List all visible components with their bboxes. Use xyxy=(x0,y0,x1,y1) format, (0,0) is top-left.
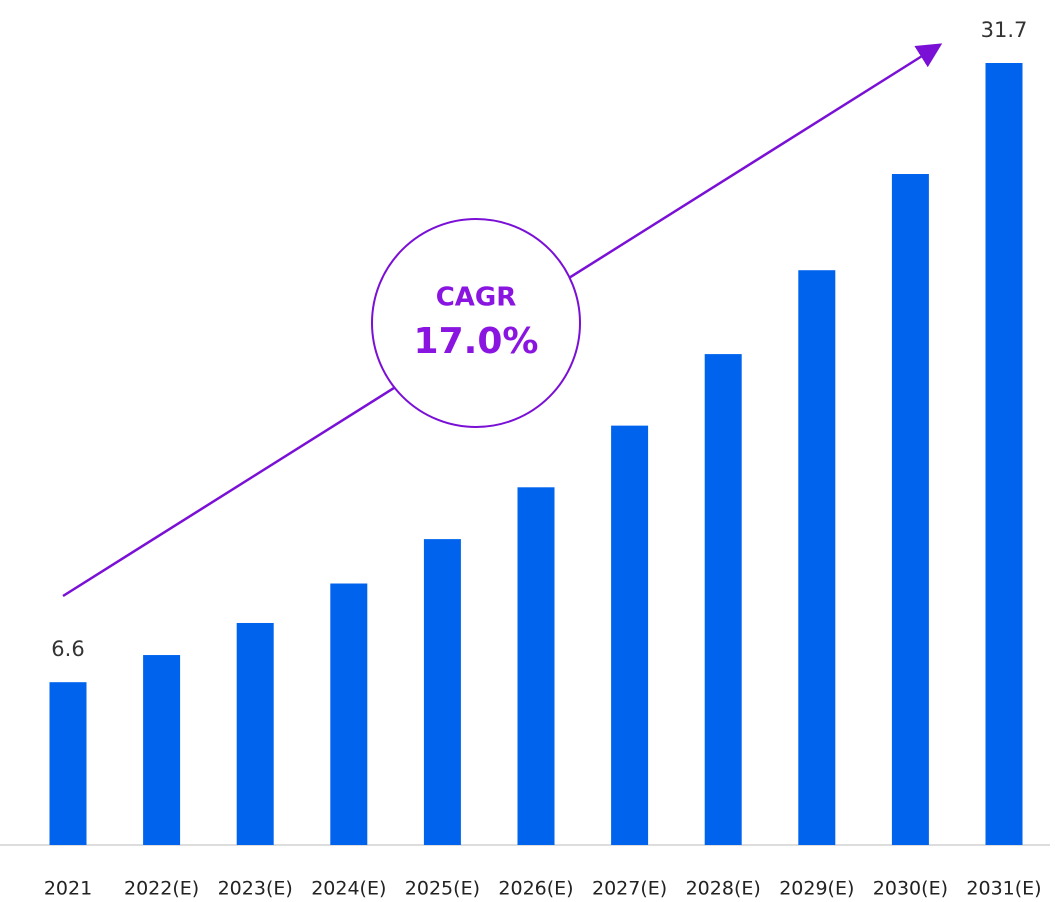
x-tick-label: 2026(E) xyxy=(498,878,573,900)
x-tick-label: 2031(E) xyxy=(966,878,1041,900)
bar xyxy=(330,583,368,845)
x-tick-label: 2022(E) xyxy=(124,878,199,900)
bar xyxy=(236,622,274,845)
cagr-badge xyxy=(371,218,581,428)
value-label: 6.6 xyxy=(51,637,84,661)
cagr-label: CAGR xyxy=(436,283,517,313)
cagr-value: 17.0% xyxy=(414,321,539,362)
x-tick-label: 2023(E) xyxy=(218,878,293,900)
bar xyxy=(517,487,555,845)
bar xyxy=(49,682,87,845)
bar xyxy=(611,425,649,845)
bar xyxy=(891,174,929,845)
x-tick-label: 2024(E) xyxy=(311,878,386,900)
value-label: 31.7 xyxy=(981,18,1028,42)
x-tick-label: 2021 xyxy=(44,878,92,900)
x-tick-label: 2028(E) xyxy=(686,878,761,900)
bar xyxy=(985,63,1023,845)
bars xyxy=(49,63,1023,845)
bar xyxy=(798,270,836,845)
x-tick-label: 2025(E) xyxy=(405,878,480,900)
x-tick-label: 2030(E) xyxy=(873,878,948,900)
x-tick-label: 2027(E) xyxy=(592,878,667,900)
bar xyxy=(704,354,742,845)
bar xyxy=(423,539,461,845)
x-tick-label: 2029(E) xyxy=(779,878,854,900)
bar xyxy=(143,655,181,845)
